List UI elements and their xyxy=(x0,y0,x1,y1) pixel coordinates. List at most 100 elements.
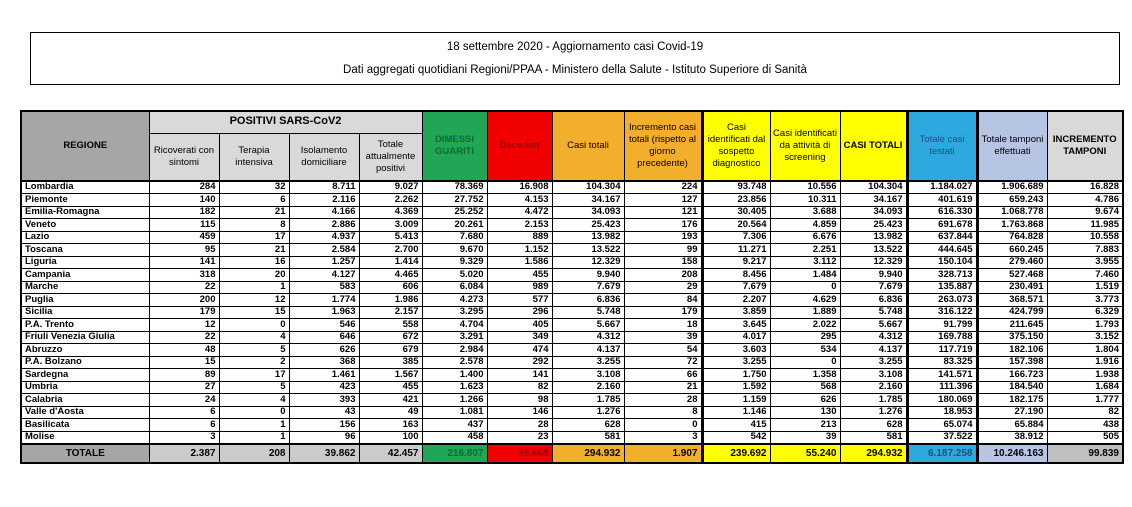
cell-dimessi-guariti: 5.020 xyxy=(421,268,488,282)
cell-casi-totali: 34.093 xyxy=(551,205,625,219)
cell-attivita-screening: 130 xyxy=(769,405,841,419)
cell-deceduti: 4.472 xyxy=(486,205,553,219)
cell-tamponi-effettuati: 157.398 xyxy=(976,355,1048,369)
cell-attivita-screening: 534 xyxy=(769,343,841,357)
cell-incremento-tamponi: 7.460 xyxy=(1046,268,1124,282)
cell-deceduti: 1.586 xyxy=(486,255,553,269)
cell-deceduti: 1.152 xyxy=(486,243,553,257)
cell-sospetto-diagnostico: 9.217 xyxy=(700,255,771,269)
cell-tamponi-effettuati: 38.912 xyxy=(976,430,1048,444)
total-sospetto-diagnostico: 239.692 xyxy=(700,442,771,463)
cell-incremento-casi: 54 xyxy=(623,343,703,357)
region-name: Toscana xyxy=(20,243,150,257)
cell-dimessi-guariti: 1.081 xyxy=(421,405,488,419)
cell-attualmente-positivi: 4.465 xyxy=(358,268,423,282)
cell-attualmente-positivi: 679 xyxy=(358,343,423,357)
cell-attivita-screening: 1.889 xyxy=(769,305,841,319)
table-row-puglia: Puglia 200 12 1.774 1.986 4.273 577 6.836 84 2.20… xyxy=(20,293,1124,307)
cell-incremento-casi: 29 xyxy=(623,280,703,294)
cell-casi-totali-2: 581 xyxy=(839,430,908,444)
cell-incremento-casi: 39 xyxy=(623,330,703,344)
cell-isolamento: 156 xyxy=(288,418,360,432)
region-name: Calabria xyxy=(20,393,150,407)
cell-ricoverati: 89 xyxy=(148,368,220,382)
column-group-header-positivi-sars-cov2: POSITIVI SARS-CoV2 xyxy=(148,110,423,134)
column-header-ricoverati: Ricoverati con sintomi xyxy=(148,132,220,182)
region-name: Campania xyxy=(20,268,150,282)
cell-isolamento: 2.116 xyxy=(288,193,360,207)
cell-incremento-tamponi: 9.674 xyxy=(1046,205,1124,219)
cell-incremento-tamponi: 1.916 xyxy=(1046,355,1124,369)
cell-casi-totali: 1.276 xyxy=(551,405,625,419)
column-header-tamponi-effettuati: Totale tamponi effettuati xyxy=(976,110,1048,182)
cell-casi-testati: 141.571 xyxy=(905,368,979,382)
cell-sospetto-diagnostico: 7.679 xyxy=(700,280,771,294)
cell-attualmente-positivi: 3.009 xyxy=(358,218,423,232)
column-header-deceduti: Deceduti xyxy=(486,110,553,182)
cell-dimessi-guariti: 20.261 xyxy=(421,218,488,232)
cell-isolamento: 1.461 xyxy=(288,368,360,382)
cell-deceduti: 141 xyxy=(486,368,553,382)
cell-terapia-intensiva: 0 xyxy=(218,318,290,332)
cell-tamponi-effettuati: 279.460 xyxy=(976,255,1048,269)
cell-attivita-screening: 626 xyxy=(769,393,841,407)
cell-incremento-casi: 224 xyxy=(623,180,703,194)
cell-terapia-intensiva: 8 xyxy=(218,218,290,232)
table-row-veneto: Veneto 115 8 2.886 3.009 20.261 2.153 25.423 176… xyxy=(20,218,1124,232)
cell-incremento-casi: 72 xyxy=(623,355,703,369)
cell-casi-totali: 12.329 xyxy=(551,255,625,269)
total-label: TOTALE xyxy=(20,442,150,463)
cell-casi-totali: 25.423 xyxy=(551,218,625,232)
header-row-groups: REGIONE POSITIVI SARS-CoV2 DIMESSI GUARITI… xyxy=(20,110,1124,182)
cell-isolamento: 1.257 xyxy=(288,255,360,269)
cell-sospetto-diagnostico: 3.603 xyxy=(700,343,771,357)
cell-sospetto-diagnostico: 3.645 xyxy=(700,318,771,332)
cell-incremento-tamponi: 1.777 xyxy=(1046,393,1124,407)
table-row-calabria: Calabria 24 4 393 421 1.266 98 1.785 28 1.159 626 1… xyxy=(20,393,1124,407)
cell-casi-testati: 117.719 xyxy=(905,343,979,357)
cell-isolamento: 96 xyxy=(288,430,360,444)
cell-tamponi-effettuati: 527.468 xyxy=(976,268,1048,282)
cell-attualmente-positivi: 5.413 xyxy=(358,230,423,244)
cell-attualmente-positivi: 4.369 xyxy=(358,205,423,219)
region-name: Puglia xyxy=(20,293,150,307)
cell-deceduti: 405 xyxy=(486,318,553,332)
cell-attualmente-positivi: 100 xyxy=(358,430,423,444)
cell-attualmente-positivi: 1.414 xyxy=(358,255,423,269)
cell-attivita-screening: 0 xyxy=(769,355,841,369)
cell-sospetto-diagnostico: 30.405 xyxy=(700,205,771,219)
cell-casi-totali: 5.667 xyxy=(551,318,625,332)
cell-dimessi-guariti: 1.623 xyxy=(421,380,488,394)
cell-ricoverati: 22 xyxy=(148,330,220,344)
cell-dimessi-guariti: 27.752 xyxy=(421,193,488,207)
cell-isolamento: 368 xyxy=(288,355,360,369)
cell-ricoverati: 12 xyxy=(148,318,220,332)
cell-incremento-tamponi: 11.985 xyxy=(1046,218,1124,232)
cell-incremento-tamponi: 1.804 xyxy=(1046,343,1124,357)
cell-sospetto-diagnostico: 2.207 xyxy=(700,293,771,307)
cell-casi-totali-2: 1.276 xyxy=(839,405,908,419)
cell-incremento-casi: 121 xyxy=(623,205,703,219)
cell-ricoverati: 140 xyxy=(148,193,220,207)
cell-casi-totali-2: 628 xyxy=(839,418,908,432)
cell-casi-totali-2: 9.940 xyxy=(839,268,908,282)
column-header-incremento-casi: Incremento casi totali (rispetto al gior… xyxy=(623,110,703,182)
table-row-p-a-bolzano: P.A. Bolzano 15 2 368 385 2.578 292 3.255 72 3.25… xyxy=(20,355,1124,369)
cell-deceduti: 82 xyxy=(486,380,553,394)
cell-incremento-casi: 99 xyxy=(623,243,703,257)
cell-incremento-casi: 21 xyxy=(623,380,703,394)
cell-attivita-screening: 10.556 xyxy=(769,180,841,194)
cell-casi-totali: 6.836 xyxy=(551,293,625,307)
cell-casi-testati: 111.396 xyxy=(905,380,979,394)
cell-casi-totali: 7.679 xyxy=(551,280,625,294)
cell-terapia-intensiva: 32 xyxy=(218,180,290,194)
cell-casi-testati: 691.678 xyxy=(905,218,979,232)
cell-casi-totali-2: 34.093 xyxy=(839,205,908,219)
cell-ricoverati: 459 xyxy=(148,230,220,244)
cell-dimessi-guariti: 6.084 xyxy=(421,280,488,294)
total-deceduti: 35.668 xyxy=(486,442,553,463)
cell-incremento-casi: 127 xyxy=(623,193,703,207)
cell-attivita-screening: 2.022 xyxy=(769,318,841,332)
cell-casi-totali-2: 5.748 xyxy=(839,305,908,319)
cell-incremento-casi: 8 xyxy=(623,405,703,419)
